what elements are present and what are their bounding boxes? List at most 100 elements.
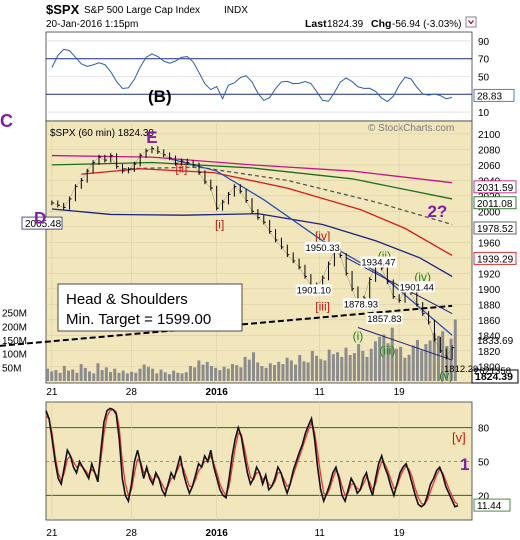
datetime: 20-Jan-2016 1:15pm <box>46 19 138 30</box>
volume-bar <box>155 373 159 381</box>
x-axis: 21 21 28 28 2016 2016 11 11 19 19 <box>46 387 405 539</box>
price-label: 1857.83 <box>367 314 401 325</box>
rsi-line <box>51 48 453 103</box>
volume-bar <box>235 365 239 381</box>
volume-bar <box>277 361 281 381</box>
price-tick-label: 1920 <box>478 269 501 280</box>
volume-bar <box>193 367 197 381</box>
stoch-k-line <box>45 407 459 508</box>
x-tick-label-bottom: 28 <box>126 528 138 539</box>
stoch-tick-label: 80 <box>478 424 490 435</box>
volume-bar <box>239 367 243 381</box>
volume-bar <box>83 367 87 381</box>
symbol-title: $SPX <box>46 2 80 17</box>
volume-bar <box>365 356 369 381</box>
ma-value-label: 2031.59 <box>477 183 514 194</box>
volume-bar <box>373 341 377 381</box>
price-label: 1901.10 <box>297 285 331 296</box>
volume-bar <box>340 356 344 381</box>
price-tick-label: 2060 <box>478 161 501 172</box>
price-tick-label: 1960 <box>478 238 501 249</box>
price-label-box <box>398 281 435 293</box>
volume-bar <box>163 372 167 381</box>
volume-bar <box>386 343 390 381</box>
volume-bar <box>130 371 134 381</box>
volume-bar <box>121 370 125 381</box>
moving-average-line <box>122 166 453 226</box>
volume-bar <box>109 371 113 381</box>
rsi-current-value: 28.83 <box>477 91 502 102</box>
price-label: 1934.47 <box>361 258 395 269</box>
last-label: Last <box>305 18 327 30</box>
volume-tick-label: 200M <box>2 322 27 333</box>
volume-bar <box>403 357 407 381</box>
price-label-box <box>342 298 379 310</box>
stoch-value-box <box>473 498 511 512</box>
wave-label: (i) <box>353 329 364 343</box>
volume-bar <box>113 368 117 381</box>
volume-bar <box>58 372 62 381</box>
last-value: 1824.39 <box>327 19 364 30</box>
volume-bar <box>445 346 449 381</box>
wave-labels: ED[ii][i][iv][iii](ii)(iv)(i)(iii)(v)2?1… <box>34 128 453 382</box>
ma-value-box <box>473 180 517 194</box>
volume-bar <box>100 370 104 381</box>
volume-bar <box>411 345 415 381</box>
wave-label: E <box>146 128 157 147</box>
volume-bar <box>352 353 356 381</box>
trendline <box>357 327 453 361</box>
ma-value-box <box>473 251 517 265</box>
volume-bar <box>310 350 314 381</box>
volume-bar <box>226 368 230 381</box>
ma-blue-value-label: 1833.69 <box>477 336 514 347</box>
stoch-current-value: 11.44 <box>477 501 502 512</box>
volume-bar <box>390 327 394 381</box>
volume-bar <box>180 373 184 381</box>
x-tick-label-bottom: 2016 <box>206 528 229 539</box>
volume-tick-label: 150M <box>2 336 27 347</box>
volume-bar <box>159 369 163 381</box>
price-annotation: 2005.48 <box>25 219 62 230</box>
volume-bar <box>243 356 247 381</box>
volume-bar <box>125 373 129 381</box>
ma-value-label: 1939.29 <box>477 254 514 265</box>
price-label-box <box>304 241 341 253</box>
moving-average-line <box>51 154 453 184</box>
wave-label: (iv) <box>414 270 431 284</box>
volume-bar <box>441 331 445 381</box>
price-label-box <box>366 313 403 325</box>
volume-bar <box>394 348 398 381</box>
volume-bar <box>319 359 323 381</box>
volume-bars: 250M 200M 150M 100M 50M <box>2 309 457 381</box>
price-label: 1950.33 <box>305 243 339 254</box>
wave-label: (iii) <box>379 344 395 358</box>
volume-bar <box>201 364 205 381</box>
volume-bar <box>96 363 100 381</box>
volume-bar <box>357 344 361 381</box>
chart-menu-icon[interactable] <box>465 16 477 28</box>
volume-bar <box>428 340 432 381</box>
volume-bar <box>151 368 155 381</box>
stoch-wave-label: [v] <box>452 430 466 445</box>
volume-bar <box>188 365 192 381</box>
price-tick-label: 1880 <box>478 300 501 311</box>
volume-bar <box>184 372 188 381</box>
x-tick-label: 2016 <box>206 387 229 398</box>
price-label-box <box>295 284 332 296</box>
volume-bar <box>289 360 293 381</box>
x-tick-label: 19 <box>394 387 406 398</box>
x-tick-label: 28 <box>126 387 138 398</box>
volume-bar <box>117 372 121 381</box>
stoch-tick-label: 20 <box>478 491 490 502</box>
price-tick-label: 2000 <box>478 207 501 218</box>
rsi-layer: 907050301028.83(B)C <box>0 37 515 131</box>
volume-bar <box>222 366 226 381</box>
volume-bar <box>247 359 251 381</box>
volume-bar <box>306 362 310 381</box>
volume-bar <box>230 364 234 381</box>
volume-bar <box>62 365 66 381</box>
x-tick-label-bottom: 21 <box>46 528 58 539</box>
wave-label: (v) <box>439 368 453 382</box>
ma-value-label: 2011.08 <box>477 199 513 210</box>
